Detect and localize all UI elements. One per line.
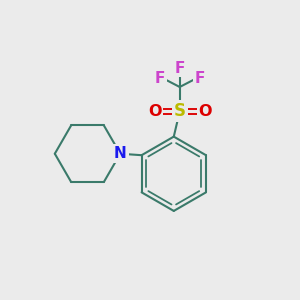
Text: O: O: [148, 104, 161, 119]
Text: F: F: [175, 61, 185, 76]
Text: N: N: [114, 146, 127, 161]
Text: S: S: [174, 102, 186, 120]
Text: F: F: [194, 71, 205, 86]
Text: O: O: [198, 104, 211, 119]
Text: F: F: [155, 71, 165, 86]
